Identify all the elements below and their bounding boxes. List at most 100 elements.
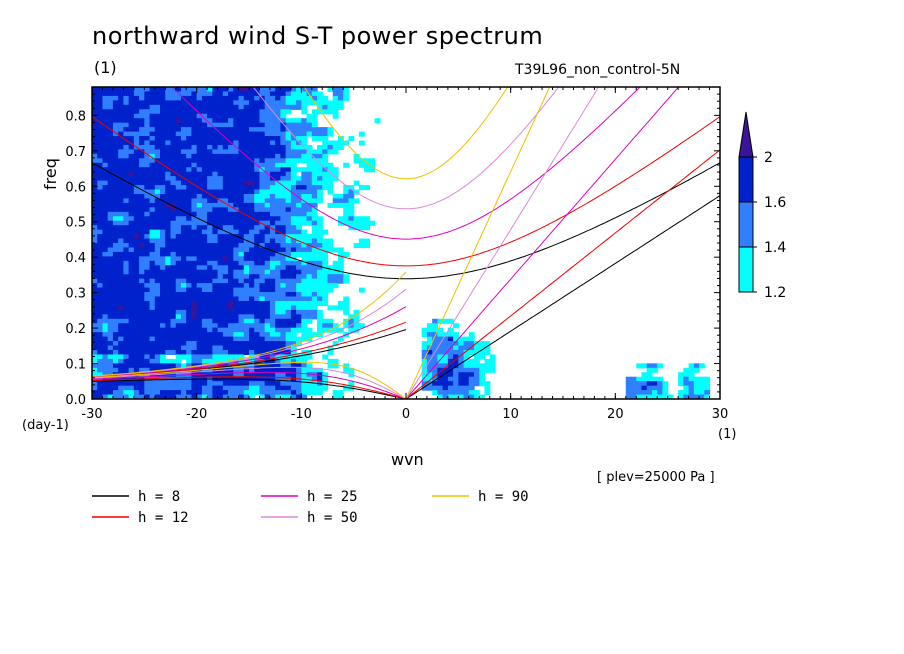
contour-cell (97, 220, 104, 226)
contour-cell (306, 185, 313, 191)
contour-cell (280, 162, 287, 168)
contour-cell (144, 274, 151, 280)
contour-cell (92, 300, 98, 306)
contour-cell (275, 296, 281, 302)
contour-cell (170, 394, 177, 399)
contour-cell (249, 136, 255, 142)
contour-cell (186, 358, 193, 364)
contour-cell (160, 283, 166, 289)
contour-cell (112, 394, 119, 399)
contour-cell (290, 118, 297, 124)
contour-cell (233, 390, 240, 396)
contour-cell (144, 269, 151, 275)
contour-cell (107, 260, 114, 266)
contour-cell (144, 265, 151, 271)
contour-cell (233, 251, 240, 257)
contour-cell (264, 274, 271, 280)
contour-cell (97, 251, 104, 257)
contour-cell (92, 216, 98, 222)
contour-cell (421, 376, 428, 382)
contour-cell (317, 309, 323, 315)
contour-cell (688, 381, 695, 387)
contour-cell (97, 390, 104, 396)
contour-cell (275, 363, 281, 369)
contour-cell (170, 256, 177, 262)
contour-cell (97, 176, 104, 182)
contour-cell (337, 144, 344, 150)
contour-cell (625, 376, 632, 382)
contour-cell (107, 292, 114, 298)
contour-cell (186, 162, 193, 168)
contour-cell (238, 193, 245, 200)
contour-cell (133, 193, 140, 200)
dispersion-curve-h8-0 (405, 195, 720, 399)
contour-cell (139, 211, 145, 217)
contour-cell (296, 292, 302, 298)
contour-cell (290, 238, 297, 244)
contour-cell (631, 390, 637, 396)
contour-cell (269, 118, 276, 124)
contour-cell (128, 225, 135, 231)
contour-cell (112, 381, 119, 387)
contour-cell (133, 149, 140, 155)
contour-cell (348, 323, 355, 329)
contour-cell (233, 140, 240, 146)
contour-cell (683, 372, 690, 378)
contour-cell (249, 202, 255, 208)
contour-cell (479, 345, 486, 351)
contour-cell (264, 372, 271, 378)
contour-cell (149, 144, 156, 150)
contour-cell (102, 158, 109, 164)
contour-cell (217, 162, 224, 168)
contour-cell (154, 287, 161, 293)
contour-cell (222, 251, 229, 257)
contour-cell (165, 332, 172, 338)
contour-cell (447, 381, 454, 387)
contour-cell (322, 176, 329, 182)
contour-cell (196, 287, 203, 293)
contour-cell (186, 109, 193, 115)
contour-cell (249, 274, 255, 280)
contour-cell (249, 247, 255, 253)
contour-cell (228, 87, 234, 93)
contour-cell (631, 394, 637, 399)
contour-cell (353, 323, 360, 329)
contour-cell (112, 336, 119, 342)
contour-cell (180, 251, 187, 257)
contour-cell (191, 87, 198, 93)
contour-cell (343, 251, 350, 257)
contour-cell (160, 296, 166, 302)
contour-cell (160, 238, 166, 244)
contour-cell (322, 100, 329, 106)
contour-cell (290, 140, 297, 146)
contour-cell (201, 180, 208, 186)
contour-cell (233, 211, 240, 217)
contour-cell (133, 367, 140, 373)
contour-cell (144, 256, 151, 262)
contour-cell (201, 296, 208, 302)
contour-cell (165, 381, 172, 387)
contour-cell (186, 292, 193, 298)
contour-cell (275, 300, 281, 306)
contour-cell (693, 363, 700, 369)
contour-cell (180, 87, 187, 93)
contour-cell (290, 220, 297, 226)
contour-cell (201, 367, 208, 373)
contour-cell (201, 247, 208, 253)
contour-cell (92, 274, 98, 280)
y-units-label: (day-1) (22, 418, 69, 433)
contour-cell (259, 176, 266, 182)
contour-cell (207, 260, 213, 266)
contour-cell (474, 341, 480, 347)
contour-cell (301, 131, 308, 137)
contour-cell (144, 296, 151, 302)
contour-cell (238, 104, 245, 110)
contour-cell (264, 305, 271, 311)
contour-cell (269, 390, 276, 396)
contour-cell (243, 238, 250, 244)
contour-cell (243, 332, 250, 338)
contour-cell (699, 376, 705, 382)
contour-cell (343, 162, 350, 168)
contour-cell (317, 283, 323, 289)
contour-cell (196, 327, 203, 333)
